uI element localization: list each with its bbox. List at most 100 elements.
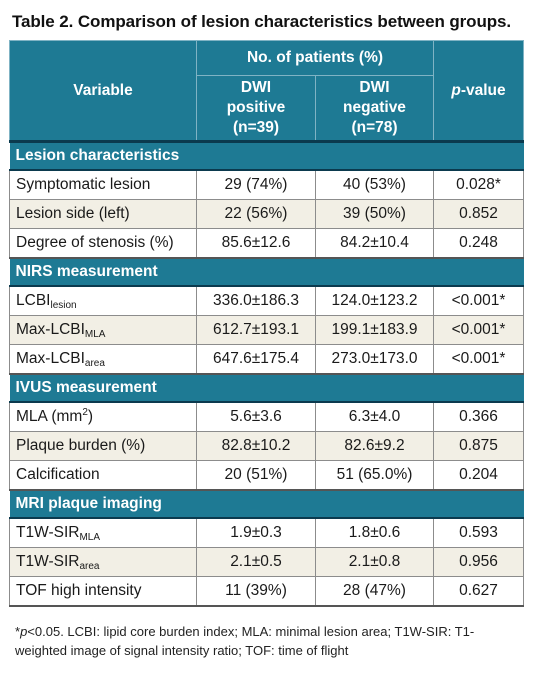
row-label-superscript: 2 — [82, 407, 88, 418]
dwi-negative-cell: 40 (53%) — [315, 170, 434, 200]
table-row: Max-LCBIMLA 612.7±193.1 199.1±183.9 <0.001* — [9, 315, 524, 345]
table-row: Calcification 20 (51%) 51 (65.0%) 0.204 — [9, 460, 524, 491]
section-row: Lesion characteristics — [9, 141, 524, 171]
dwi-neg-line-2: negative — [343, 99, 406, 116]
row-label-text: T1W-SIR — [16, 524, 80, 541]
table-row: T1W-SIRarea 2.1±0.5 2.1±0.8 0.956 — [9, 547, 524, 577]
p-value-cell: 0.248 — [433, 228, 524, 259]
dwi-positive-cell: 82.8±10.2 — [196, 431, 316, 461]
row-label-text: TOF high intensity — [16, 582, 142, 599]
p-value-header: p-value — [433, 40, 524, 143]
p-value-cell: 0.366 — [433, 402, 524, 432]
p-value-cell: <0.001* — [433, 286, 524, 316]
dwi-positive-cell: 1.9±0.3 — [196, 518, 316, 548]
footnote-star: * — [15, 624, 21, 639]
p-value-cell: 0.852 — [433, 199, 524, 229]
p-value-cell: 0.956 — [433, 547, 524, 577]
dwi-negative-cell: 51 (65.0%) — [315, 460, 434, 491]
p-value-cell: <0.001* — [433, 315, 524, 345]
section-title: MRI plaque imaging — [9, 490, 524, 519]
row-label: Degree of stenosis (%) — [9, 228, 197, 259]
row-label-subscript: MLA — [84, 329, 106, 340]
dwi-positive-cell: 11 (39%) — [196, 576, 316, 607]
row-label-subscript: area — [84, 358, 105, 369]
row-label: Symptomatic lesion — [9, 170, 197, 200]
row-label-subscript: MLA — [79, 532, 101, 543]
p-value-cell: <0.001* — [433, 344, 524, 375]
dwi-positive-header: DWI positive (n=39) — [196, 75, 316, 143]
section-title: IVUS measurement — [9, 374, 524, 403]
table-row: T1W-SIRMLA 1.9±0.3 1.8±0.6 0.593 — [9, 518, 524, 548]
section-title: NIRS measurement — [9, 258, 524, 287]
p-value-cell: 0.593 — [433, 518, 524, 548]
dwi-negative-cell: 1.8±0.6 — [315, 518, 434, 548]
dwi-positive-cell: 612.7±193.1 — [196, 315, 316, 345]
row-label-end: ) — [87, 408, 94, 425]
table-footnote: *p<0.05. LCBI: lipid core burden index; … — [9, 614, 522, 660]
p-value-cell: 0.627 — [433, 576, 524, 607]
table-row: Plaque burden (%) 82.8±10.2 82.6±9.2 0.875 — [9, 431, 524, 461]
table-row: TOF high intensity 11 (39%) 28 (47%) 0.627 — [9, 576, 524, 607]
footnote-text: <0.05. LCBI: lipid core burden index; ML… — [15, 624, 475, 658]
row-label-text: Lesion side (left) — [16, 205, 130, 222]
row-label-text: Symptomatic lesion — [16, 176, 151, 193]
comparison-table: Variable No. of patients (%) p-value DWI… — [9, 40, 524, 607]
table-row: Symptomatic lesion 29 (74%) 40 (53%) 0.028* — [9, 170, 524, 200]
row-label-text: LCBI — [16, 292, 51, 309]
header-row-1: Variable No. of patients (%) p-value — [9, 40, 524, 143]
section-row: IVUS measurement — [9, 374, 524, 403]
dwi-negative-cell: 124.0±123.2 — [315, 286, 434, 316]
footnote-p-italic: p — [20, 624, 28, 639]
table-row: Degree of stenosis (%) 85.6±12.6 84.2±10.4… — [9, 228, 524, 259]
variable-header: Variable — [9, 40, 197, 143]
row-label: Calcification — [9, 460, 197, 491]
row-label: T1W-SIRMLA — [9, 518, 197, 548]
section-title: Lesion characteristics — [9, 141, 524, 171]
row-label: Max-LCBIarea — [9, 344, 197, 375]
dwi-negative-cell: 28 (47%) — [315, 576, 434, 607]
row-label-text: Max-LCBI — [16, 321, 85, 338]
row-label-text: Calcification — [16, 466, 100, 483]
dwi-neg-line-3: (n=78) — [351, 119, 398, 136]
dwi-pos-line-3: (n=39) — [232, 119, 280, 136]
row-label: T1W-SIRarea — [9, 547, 197, 577]
p-value-cell: 0.204 — [433, 460, 524, 491]
dwi-negative-cell: 82.6±9.2 — [315, 431, 434, 461]
row-label-text: Max-LCBI — [16, 350, 85, 367]
dwi-negative-cell: 2.1±0.8 — [315, 547, 434, 577]
dwi-negative-cell: 6.3±4.0 — [315, 402, 434, 432]
group-header: No. of patients (%) — [196, 40, 434, 76]
section-row: NIRS measurement — [9, 258, 524, 287]
dwi-neg-line-1: DWI — [359, 79, 390, 96]
dwi-pos-line-2: positive — [226, 99, 286, 116]
table-row: LCBIlesion 336.0±186.3 124.0±123.2 <0.001* — [9, 286, 524, 316]
dwi-negative-cell: 273.0±173.0 — [315, 344, 434, 375]
row-label-text: T1W-SIR — [16, 553, 80, 570]
row-label-text: Degree of stenosis (%) — [16, 234, 174, 251]
dwi-positive-cell: 22 (56%) — [196, 199, 316, 229]
table-body: Lesion characteristics Symptomatic lesion… — [9, 141, 524, 607]
dwi-positive-cell: 29 (74%) — [196, 170, 316, 200]
table-title: Table 2. Comparison of lesion characteri… — [12, 12, 511, 31]
dwi-negative-cell: 199.1±183.9 — [315, 315, 434, 345]
dwi-positive-cell: 5.6±3.6 — [196, 402, 316, 432]
row-label: Plaque burden (%) — [9, 431, 197, 461]
row-label-subscript: lesion — [50, 300, 77, 311]
dwi-negative-header: DWI negative (n=78) — [315, 75, 434, 143]
dwi-negative-cell: 84.2±10.4 — [315, 228, 434, 259]
p-italic: p — [451, 81, 461, 99]
dwi-pos-line-1: DWI — [240, 79, 272, 96]
dwi-positive-cell: 85.6±12.6 — [196, 228, 316, 259]
table-row: Lesion side (left) 22 (56%) 39 (50%) 0.852 — [9, 199, 524, 229]
row-label-subscript: area — [79, 561, 100, 572]
dwi-positive-cell: 647.6±175.4 — [196, 344, 316, 375]
table-row: MLA (mm2) 5.6±3.6 6.3±4.0 0.366 — [9, 402, 524, 432]
header-row-2: DWI positive (n=39) DWI negative (n=78) — [10, 75, 524, 143]
section-row: MRI plaque imaging — [9, 490, 524, 519]
dwi-positive-cell: 336.0±186.3 — [196, 286, 316, 316]
dwi-positive-cell: 2.1±0.5 — [196, 547, 316, 577]
row-label-text: Plaque burden (%) — [16, 437, 146, 454]
dwi-positive-cell: 20 (51%) — [196, 460, 316, 491]
row-label: LCBIlesion — [9, 286, 197, 316]
